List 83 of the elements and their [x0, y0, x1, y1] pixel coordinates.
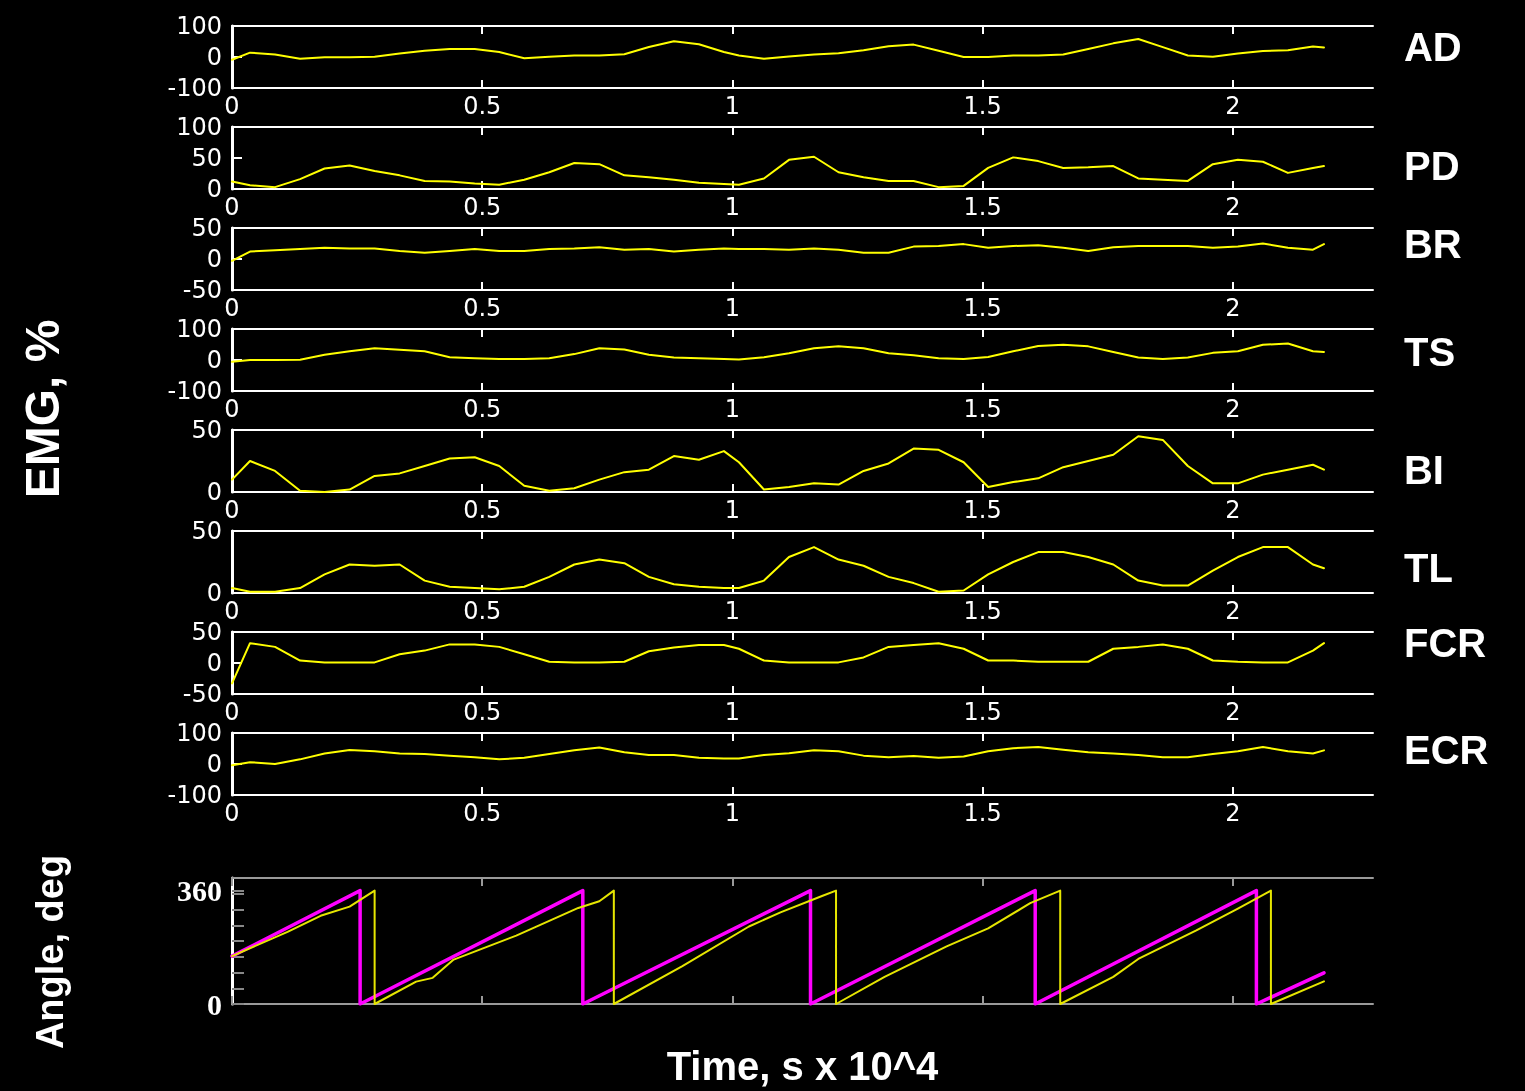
x-tick-label: 0	[224, 698, 240, 726]
series-label: TS	[1403, 329, 1456, 374]
y-axis-title: Angle, deg	[28, 854, 72, 1049]
series-label: ECR	[1403, 728, 1489, 773]
y-tick-label: 100	[176, 719, 222, 747]
y-tick-label: 0	[206, 346, 222, 374]
y-tick-label: -100	[167, 74, 222, 102]
y-tick-label: 50	[191, 416, 222, 444]
x-tick-label: 0	[224, 294, 240, 322]
y-tick-label: -100	[167, 781, 222, 809]
y-tick-label: -50	[182, 276, 222, 304]
line-series	[231, 342, 1325, 363]
y-tick-label: 0	[206, 579, 222, 607]
x-tick-label: 1	[724, 395, 741, 423]
x-tick-label: 0	[224, 193, 240, 221]
x-tick-label: 1.5	[963, 597, 1002, 625]
series-label: BI	[1403, 447, 1444, 492]
x-tick-label: 1.5	[963, 294, 1002, 322]
y-tick-label: 100	[176, 113, 222, 141]
x-tick-label: 0.5	[463, 698, 502, 726]
line-series	[231, 642, 1325, 685]
x-tick-label: 2	[1225, 92, 1241, 120]
x-tick-label: 1.5	[963, 698, 1002, 726]
x-tick-label: 2	[1225, 294, 1241, 322]
line-series	[231, 745, 1325, 767]
x-tick-label: 0.5	[463, 294, 502, 322]
y-tick-label: 50	[191, 214, 222, 242]
x-tick-label: 1	[724, 597, 741, 625]
y-tick-label: 100	[176, 315, 222, 343]
x-tick-label: 1	[724, 496, 741, 524]
y-tick-label: 0	[206, 750, 222, 778]
x-tick-label: 0.5	[463, 395, 502, 423]
x-tick-label: 1	[724, 294, 741, 322]
x-tick-label: 1	[724, 92, 741, 120]
y-tick-label: -50	[182, 680, 222, 708]
y-tick-label: 50	[191, 144, 222, 172]
x-tick-label: 0.5	[463, 496, 502, 524]
x-tick-label: 0.5	[463, 193, 502, 221]
x-tick-label: 1.5	[963, 92, 1002, 120]
x-tick-label: 0	[224, 496, 240, 524]
x-tick-label: 1.5	[963, 496, 1002, 524]
line-series	[231, 242, 1325, 262]
series-label: AD	[1403, 25, 1462, 70]
y-axis-title: EMG, %	[14, 319, 70, 499]
line-series	[231, 435, 1325, 493]
line-series	[231, 155, 1325, 189]
x-tick-label: 1	[724, 698, 741, 726]
x-tick-label: 2	[1225, 193, 1241, 221]
x-tick-label: 0	[224, 799, 240, 827]
series-label: FCR	[1403, 621, 1487, 666]
x-tick-label: 0	[224, 92, 240, 120]
x-tick-label: 2	[1225, 597, 1241, 625]
y-tick-label: 50	[191, 517, 222, 545]
x-tick-label: 2	[1225, 698, 1241, 726]
x-tick-label: 1	[724, 193, 741, 221]
x-tick-label: 0.5	[463, 799, 502, 827]
x-axis-title: Time, s x 10^4	[666, 1044, 940, 1088]
series-label: PD	[1403, 144, 1460, 189]
series-label: TL	[1403, 546, 1453, 591]
line-series	[231, 546, 1325, 593]
y-tick-label: 0	[206, 245, 222, 273]
y-tick-label: 0	[206, 649, 222, 677]
y-tick-label: 0	[206, 175, 222, 203]
x-tick-label: 1.5	[963, 395, 1002, 423]
series-label: BR	[1403, 222, 1462, 267]
x-tick-label: 1	[724, 799, 741, 827]
x-tick-label: 0.5	[463, 597, 502, 625]
x-tick-label: 0.5	[463, 92, 502, 120]
line-series	[231, 38, 1325, 61]
y-tick-label: 50	[191, 618, 222, 646]
x-tick-label: 0	[224, 597, 240, 625]
y-tick-label: 360	[177, 874, 222, 908]
y-tick-label: -100	[167, 377, 222, 405]
x-tick-label: 0	[224, 395, 240, 423]
x-tick-label: 2	[1225, 496, 1241, 524]
x-tick-label: 1.5	[963, 193, 1002, 221]
x-tick-label: 1.5	[963, 799, 1002, 827]
x-tick-label: 2	[1225, 799, 1241, 827]
y-tick-label: 0	[206, 478, 222, 506]
x-tick-label: 2	[1225, 395, 1241, 423]
y-tick-label: 0	[207, 987, 222, 1021]
y-tick-label: 100	[176, 12, 222, 40]
y-tick-label: 0	[206, 43, 222, 71]
